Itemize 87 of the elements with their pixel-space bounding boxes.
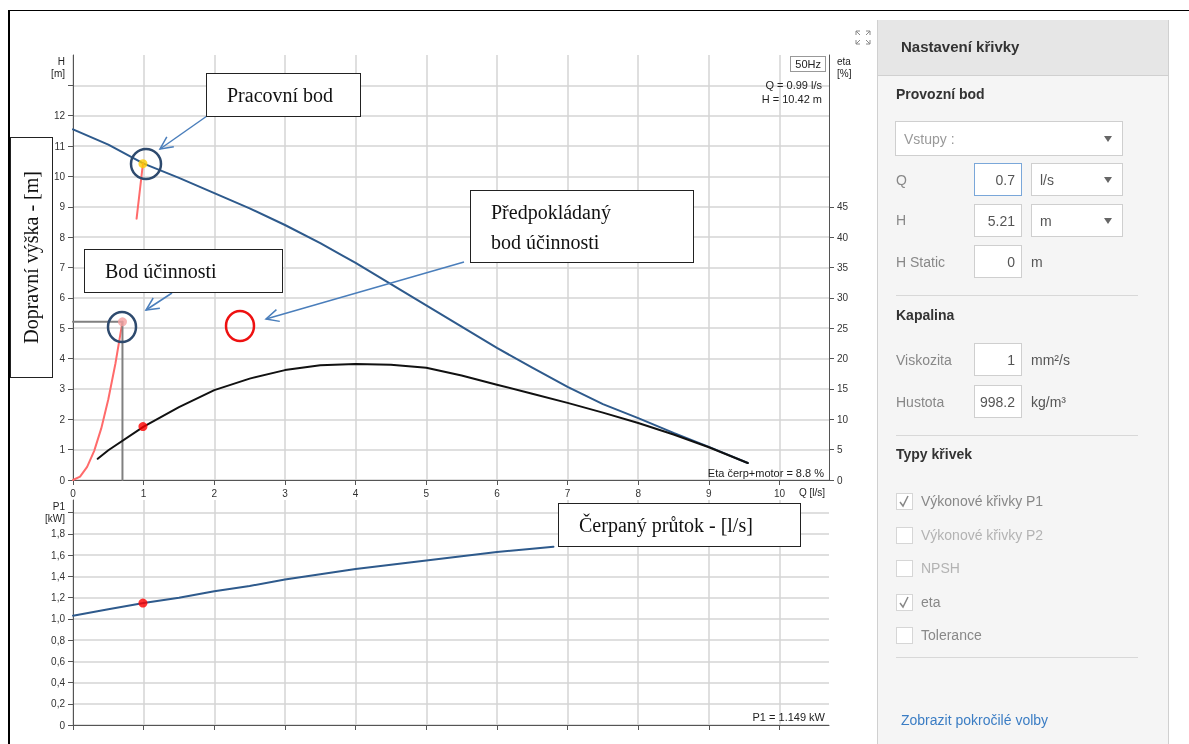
y2-tick-label: 25 (837, 322, 849, 334)
y-tick-label: 0,6 (51, 655, 66, 667)
text: 5.21 (987, 212, 1015, 229)
annotation: Eta čerp+motor = 8.8 % (707, 467, 824, 479)
y2-tick-label: 15 (837, 383, 849, 395)
text: Typy křivek (896, 446, 973, 462)
y-tick-label: 8 (59, 231, 66, 243)
text: Hustota (896, 394, 945, 410)
text: l/s (1040, 171, 1054, 188)
x-tick-label: 0 (70, 487, 77, 499)
x-tick-label: 1 (140, 487, 147, 499)
x-tick-label: 8 (635, 487, 642, 499)
x-tick-label: 5 (423, 487, 430, 499)
x-tick-label: 4 (352, 487, 359, 499)
annotation: P1 = 1.149 kW (752, 711, 825, 723)
y-tick-label: 11 (54, 140, 66, 152)
y2-axis-title: eta [%] (837, 55, 852, 79)
y-axis-title: P1 [kW] (45, 500, 66, 524)
text: 998.2 (979, 393, 1015, 410)
y-tick-label: 10 (53, 170, 66, 182)
callout-box: Bod účinnosti (84, 249, 283, 293)
text: 0 (1007, 253, 1015, 270)
text: mm²/s (1031, 352, 1070, 368)
callout-box: Předpokládaný bod účinnosti (470, 190, 694, 263)
text: m (1040, 212, 1052, 229)
y-tick-label: 0,4 (51, 677, 66, 689)
y-tick-label: 0 (59, 474, 66, 486)
y-tick-label: 1,6 (51, 549, 66, 561)
x-tick-label: 10 (773, 487, 786, 499)
text: 0.7 (995, 171, 1015, 188)
line-series (72, 545, 555, 617)
text: Výkonové křivky P2 (921, 527, 1044, 543)
text: 1 (1007, 351, 1015, 368)
y2-tick-label: 35 (837, 262, 849, 273)
callout-box: Dopravní výška - [m] (10, 137, 53, 378)
y-tick-label: 1 (59, 444, 66, 456)
y-tick-label: 1,8 (51, 528, 66, 540)
y2-tick-label: 20 (837, 353, 849, 365)
x-axis-title: Q [l/s] (798, 486, 826, 498)
x-tick-label: 6 (494, 487, 501, 499)
annotation: Předpokládaný bod účinnosti (491, 199, 612, 255)
text: H (896, 212, 907, 228)
y-tick-label: 9 (59, 201, 66, 213)
text: eta (921, 594, 941, 610)
y-tick-label: 1,0 (51, 613, 66, 625)
y2-tick-label: 5 (837, 444, 843, 456)
text: Q (896, 172, 907, 188)
y2-tick-label: 10 (837, 413, 849, 425)
x-tick-label: 2 (211, 487, 218, 499)
y-tick-label: 0,2 (51, 698, 66, 710)
text: NPSH (921, 560, 960, 576)
y-tick-label: 2 (59, 413, 66, 425)
text: Tolerance (921, 627, 982, 643)
y-axis-title: H [m] (51, 55, 66, 79)
text: kg/m³ (1031, 394, 1066, 410)
y-tick-label: 7 (59, 262, 66, 273)
y2-tick-label: 0 (837, 474, 843, 486)
y2-tick-label: 40 (837, 231, 849, 243)
callout-box: Pracovní bod (206, 73, 361, 117)
y2-tick-label: 30 (837, 292, 849, 304)
y-tick-label: 6 (59, 292, 66, 304)
y-tick-label: 1,2 (51, 592, 66, 604)
y-tick-label: 1,4 (51, 570, 66, 582)
y-tick-label: 12 (53, 110, 66, 122)
text: m (1031, 254, 1043, 270)
y-tick-label: 4 (59, 353, 66, 365)
y-tick-label: 0 (59, 719, 66, 731)
text: Nastavení křivky (901, 38, 1020, 55)
x-tick-label: 3 (282, 487, 289, 499)
text: Kapalina (896, 307, 955, 323)
text: Výkonové křivky P1 (921, 493, 1044, 509)
text: Viskozita (896, 352, 952, 368)
annotation: 50Hz (790, 56, 826, 72)
x-tick-label: 7 (564, 487, 571, 499)
annotation: Q = 0.99 l/s (765, 79, 822, 91)
y-tick-label: 0,8 (51, 634, 66, 646)
text: H Static (896, 254, 946, 270)
annotation: H = 10.42 m (761, 93, 822, 105)
text: Provozní bod (896, 86, 985, 102)
x-tick-label: 9 (706, 487, 713, 499)
y-tick-label: 5 (59, 322, 66, 334)
callout-box: Čerpaný průtok - [l/s] (558, 503, 801, 547)
y2-tick-label: 45 (837, 201, 849, 213)
text: Vstupy : (904, 130, 955, 147)
text: Zobrazit pokročilé volby (901, 712, 1049, 728)
y-tick-label: 3 (59, 383, 66, 395)
line-series (96, 363, 749, 464)
